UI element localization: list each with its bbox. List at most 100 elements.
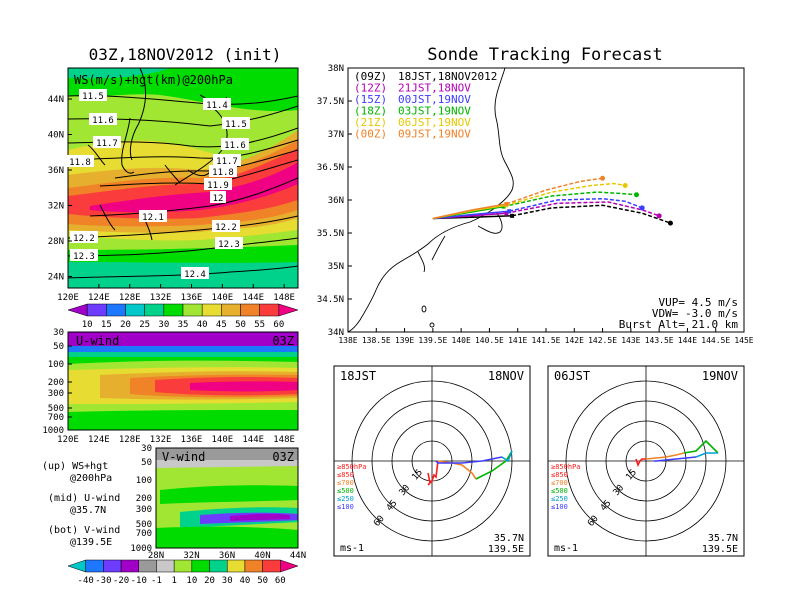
track-lat-tick-label: 35.5N (317, 229, 344, 239)
hodo-left-time: 18JST (340, 369, 376, 383)
u-x-tick-label: 140E (212, 435, 234, 445)
hodo-trace (475, 450, 513, 480)
track-landing-marker (667, 220, 673, 226)
contour-label: 12.3 (218, 240, 240, 250)
map-lon-tick-label: 140E (212, 293, 234, 303)
hodo-level-label: ≤700 (337, 479, 354, 487)
track-drift-line (511, 204, 671, 224)
map-lon-tick-label: 136E (181, 293, 203, 303)
wind-colorbar-label: 60 (275, 576, 286, 586)
wind-colorbar-label: -1 (151, 576, 162, 586)
contour-label: 12.1 (142, 213, 164, 223)
hodo-trace (654, 456, 697, 462)
ws-colorbar-swatch (201, 303, 222, 317)
track-burst-marker (510, 213, 515, 218)
u-x-tick-label: 120E (57, 435, 79, 445)
map-lat-tick-label: 32N (48, 202, 64, 212)
v-y-tick-label: 30 (141, 444, 152, 454)
track-lon-tick-label: 139E (395, 336, 414, 345)
track-lon-tick-label: 138E (338, 336, 357, 345)
contour-label-bg (89, 113, 117, 125)
hodo-level-label: ≤250 (337, 495, 354, 503)
desc-mid: (mid) U-wind (48, 493, 120, 504)
v-x-tick-label: 28N (148, 551, 164, 561)
wind-colorbar-swatch (244, 559, 263, 573)
map-panel-label: WS(m/s)+hgt(km)@200hPa (74, 73, 233, 87)
hodo-trace (695, 452, 718, 458)
v-y-tick-label: 700 (136, 529, 152, 539)
v-y-tick-label: 100 (136, 476, 152, 486)
ws-colorbar-swatch (182, 303, 203, 317)
hodo-level-label: ≤100 (337, 503, 354, 511)
hodo-level-label: ≤500 (551, 487, 568, 495)
hodo-level-label: ≥850hPa (551, 463, 581, 471)
ws-colorbar-label: 35 (178, 320, 189, 330)
track-legend-text: 06JST,19NOV (398, 116, 471, 129)
contour-label: 12.3 (73, 252, 95, 262)
map-lon-tick-label: 120E (57, 293, 79, 303)
wind-colorbar-label: 10 (186, 576, 197, 586)
contour-label: 12.4 (184, 270, 206, 280)
contour-label-bg (79, 89, 107, 101)
ws-colorbar-swatch (221, 303, 241, 317)
contour-label-bg (213, 154, 241, 166)
ws-colorbar-swatch (278, 303, 299, 317)
param-vup: VUP= 4.5 m/s (659, 296, 738, 309)
track-lon-tick-label: 141E (508, 336, 527, 345)
wind-colorbar-swatch (173, 559, 193, 573)
ws-map-panel: WS(m/s)+hgt(km)@200hPa 11.4 11.5 11.5 11.6 1… (48, 67, 299, 303)
v-x-tick-label: 36N (219, 551, 235, 561)
contour-label-bg (215, 237, 243, 249)
contour-labels: 11.411.511.511.611.611.711.711.811.811.9… (66, 89, 250, 280)
v-y-tick-label: 50 (141, 458, 152, 468)
hodo-right-unit: ms-1 (554, 543, 578, 554)
track-landing-marker (600, 175, 606, 181)
track-drift-line (506, 182, 626, 207)
u-y-tick-label: 30 (53, 328, 64, 338)
u-x-tick-label: 132E (150, 435, 172, 445)
track-drift-line (503, 191, 637, 208)
track-burst-marker (507, 209, 512, 214)
wind-colorbar-label: -20 (113, 576, 129, 586)
v-y-tick-label: 200 (136, 494, 152, 504)
contour-label: 11.6 (92, 116, 114, 126)
contour-label-bg (210, 191, 226, 203)
ws-colorbar-label: 25 (139, 320, 150, 330)
track-lat-tick-label: 36.5N (317, 163, 344, 173)
u-x-tick-label: 136E (181, 435, 203, 445)
hodo-left-date: 18NOV (488, 369, 524, 383)
ws-colorbar: 10 15 20 25 30 35 40 45 50 55 60 (67, 303, 299, 330)
v-x-tick-label: 44N (290, 551, 306, 561)
contour-label: 11.9 (207, 181, 229, 191)
u-y-tick-label: 1000 (42, 426, 64, 436)
hodo-right-lon: 139.5E (702, 544, 738, 555)
v-x-ticks: 28N 32N 36N 40N 44N (148, 551, 306, 561)
wind-colorbar-swatch (226, 559, 246, 573)
track-lat-tick-label: 38N (328, 64, 344, 74)
sonde-params: VUP= 4.5 m/s VDW= -3.0 m/s Burst Alt= 21… (619, 296, 739, 331)
hodo-level-label: ≤700 (551, 479, 568, 487)
contour-label: 11.7 (96, 139, 118, 149)
track-lon-tick-label: 143E (621, 336, 640, 345)
wind-colorbar-swatch (191, 559, 210, 573)
track-landing-marker (634, 192, 640, 198)
track-lon-tick-label: 140E (452, 336, 471, 345)
track-lat-ticks: 38N 37.5N 37N 36.5N 36N 35.5N 35N 34.5N 34N (317, 64, 352, 338)
hodo-level-label: ≤250 (551, 495, 568, 503)
wind-colorbar-swatch (156, 559, 175, 573)
map-lat-tick-label: 28N (48, 237, 64, 247)
hodo-left-lat: 35.7N (494, 533, 524, 544)
ws-colorbar-swatch (67, 303, 88, 317)
wind-colorbar-swatch (209, 559, 228, 573)
contour-label-bg (221, 138, 249, 150)
track-burst-marker (504, 211, 509, 216)
track-legend-code: (00Z) (354, 128, 387, 141)
contour-label: 12.2 (215, 223, 237, 233)
contour-label-bg (203, 98, 231, 110)
param-burst-alt: Burst Alt= 21.0 km (619, 318, 739, 331)
track-lat-tick-label: 34N (328, 328, 344, 338)
u-x-tick-label: 128E (119, 435, 141, 445)
track-landing-marker (656, 213, 662, 219)
wind-colorbar-swatch (85, 559, 104, 573)
